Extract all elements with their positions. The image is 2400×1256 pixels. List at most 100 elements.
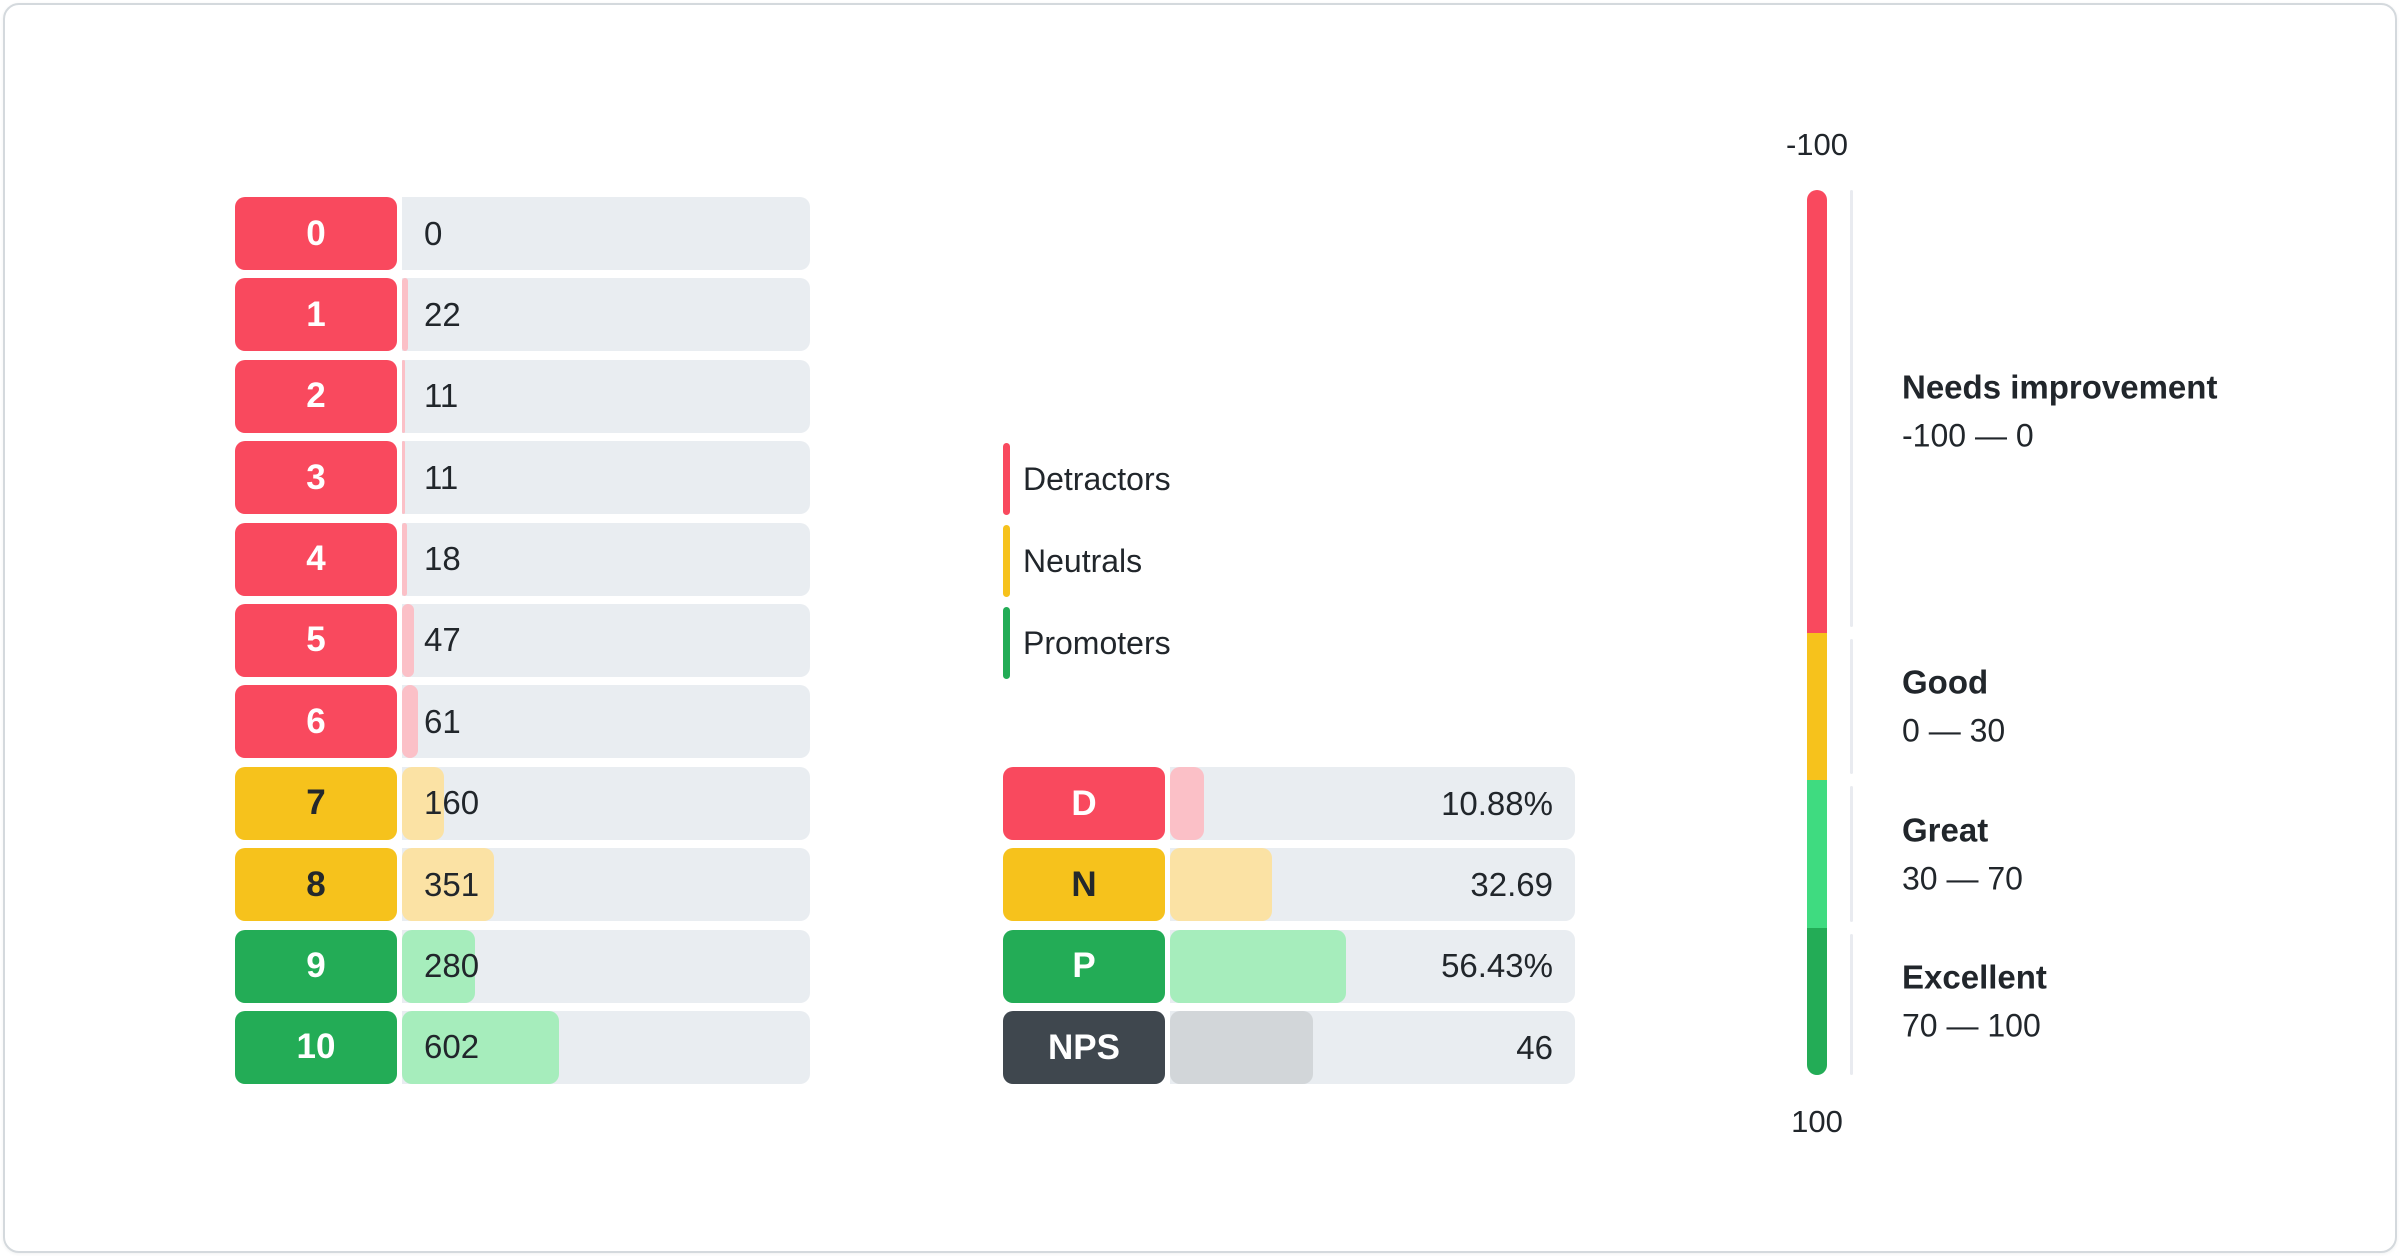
summary-track: 32.69 [1170, 848, 1575, 922]
score-bar-fill [402, 929, 476, 1003]
score-count: 602 [424, 1028, 480, 1066]
gauge-zone-range: 30 — 70 [1902, 860, 2023, 897]
score-track: 351 [402, 848, 810, 922]
summary-track: 10.88% [1170, 767, 1575, 840]
score-row: 4 18 [235, 522, 810, 596]
gauge-zone-label-great: Great 30 — 70 [1902, 810, 2332, 897]
score-track: 0 [402, 197, 810, 270]
gauge-top-axis-label: -100 [1785, 127, 1849, 162]
nps-widget-card: 0 0 1 22 2 11 3 11 4 18 5 47 6 61 7 160 8 351 9 280 10 602 De… [3, 3, 2397, 1253]
score-row: 6 61 [235, 685, 810, 759]
summary-track: 56.43% [1170, 929, 1575, 1003]
summary-bar-fill [1170, 767, 1204, 840]
score-bar-fill [402, 278, 408, 352]
score-badge: 6 [235, 685, 397, 759]
summary-row-nps: NPS 46 [1003, 1011, 1575, 1085]
legend-color-pill [1003, 525, 1010, 597]
summary-row-p: P 56.43% [1003, 929, 1575, 1003]
score-bar-fill [402, 848, 494, 922]
score-row: 10 602 [235, 1010, 810, 1084]
gauge-zone-good [1807, 632, 1827, 781]
gauge-zone-label-excellent: Excellent 70 — 100 [1902, 958, 2332, 1045]
score-bar-fill [402, 441, 405, 515]
score-badge: 2 [235, 359, 397, 433]
gauge-zone-excellent [1807, 927, 1827, 1075]
score-count: 11 [424, 458, 459, 496]
summary-badge: NPS [1003, 1011, 1165, 1085]
score-track: 160 [402, 766, 810, 840]
score-badge: 8 [235, 848, 397, 922]
summary-track: 46 [1170, 1011, 1575, 1085]
score-distribution-chart: 0 0 1 22 2 11 3 11 4 18 5 47 6 61 7 160 8 351 9 280 10 602 [235, 197, 810, 1084]
summary-bar-fill [1170, 848, 1272, 922]
score-bar-fill [402, 685, 418, 759]
legend-color-pill [1003, 607, 1010, 679]
score-row: 7 160 [235, 766, 810, 840]
score-row: 9 280 [235, 929, 810, 1003]
gauge-divider-segment [1850, 933, 1853, 1075]
score-bar-fill [402, 1010, 560, 1084]
score-row: 2 11 [235, 359, 810, 433]
summary-value: 56.43% [1441, 947, 1553, 985]
score-badge: 0 [235, 197, 397, 270]
gauge-divider-segment [1850, 638, 1853, 775]
score-badge: 4 [235, 522, 397, 596]
gauge-zone-title: Needs improvement [1902, 368, 2218, 406]
score-bar-fill [402, 522, 407, 596]
legend-item-promoters: Promoters [1003, 607, 1171, 679]
score-track: 280 [402, 929, 810, 1003]
score-count: 11 [424, 377, 459, 415]
score-track: 602 [402, 1010, 810, 1084]
score-badge: 10 [235, 1010, 397, 1084]
gauge-bottom-axis-label: 100 [1791, 1104, 1843, 1139]
legend-label: Detractors [1023, 460, 1171, 497]
score-count: 280 [424, 947, 480, 985]
legend-color-pill [1003, 443, 1010, 515]
score-row: 5 47 [235, 603, 810, 677]
score-count: 47 [424, 621, 461, 659]
score-count: 18 [424, 540, 461, 578]
summary-bar-fill [1170, 1011, 1314, 1085]
score-count: 61 [424, 702, 461, 740]
score-count: 0 [424, 214, 443, 252]
legend-label: Promoters [1023, 624, 1171, 661]
legend-item-neutrals: Neutrals [1003, 525, 1171, 597]
legend-item-detractors: Detractors [1003, 443, 1171, 515]
score-track: 18 [402, 522, 810, 596]
gauge-zone-needs-improvement [1807, 190, 1827, 633]
score-row: 3 11 [235, 441, 810, 515]
score-count: 160 [424, 784, 480, 822]
summary-chart: D 10.88% N 32.69 P 56.43% NPS 46 [1003, 767, 1575, 1085]
legend: Detractors Neutrals Promoters [1003, 443, 1171, 679]
score-badge: 7 [235, 766, 397, 840]
score-bar-fill [402, 359, 405, 433]
summary-value: 46 [1516, 1028, 1553, 1066]
score-count: 22 [424, 295, 461, 333]
legend-label: Neutrals [1023, 542, 1143, 579]
score-track: 61 [402, 685, 810, 759]
summary-row-n: N 32.69 [1003, 848, 1575, 922]
gauge-zone-great [1807, 780, 1827, 928]
summary-value: 32.69 [1470, 865, 1553, 903]
score-badge: 1 [235, 278, 397, 352]
score-track: 11 [402, 359, 810, 433]
summary-badge: D [1003, 767, 1165, 840]
gauge-zone-title: Great [1902, 811, 1989, 849]
summary-badge: P [1003, 929, 1165, 1003]
summary-row-d: D 10.88% [1003, 767, 1575, 840]
score-track: 22 [402, 278, 810, 352]
score-track: 47 [402, 603, 810, 677]
gauge-zone-range: -100 — 0 [1902, 417, 2034, 454]
gauge-divider-segment [1850, 190, 1853, 627]
score-row: 8 351 [235, 848, 810, 922]
gauge-zone-range: 0 — 30 [1902, 712, 2006, 749]
gauge-zone-label-needs-improvement: Needs improvement -100 — 0 [1902, 368, 2332, 455]
score-badge: 9 [235, 929, 397, 1003]
score-count: 351 [424, 865, 480, 903]
score-track: 11 [402, 441, 810, 515]
score-row: 1 22 [235, 278, 810, 352]
score-bar-fill [402, 766, 444, 840]
gauge-zone-title: Excellent [1902, 958, 2047, 996]
score-bar-fill [402, 603, 415, 677]
